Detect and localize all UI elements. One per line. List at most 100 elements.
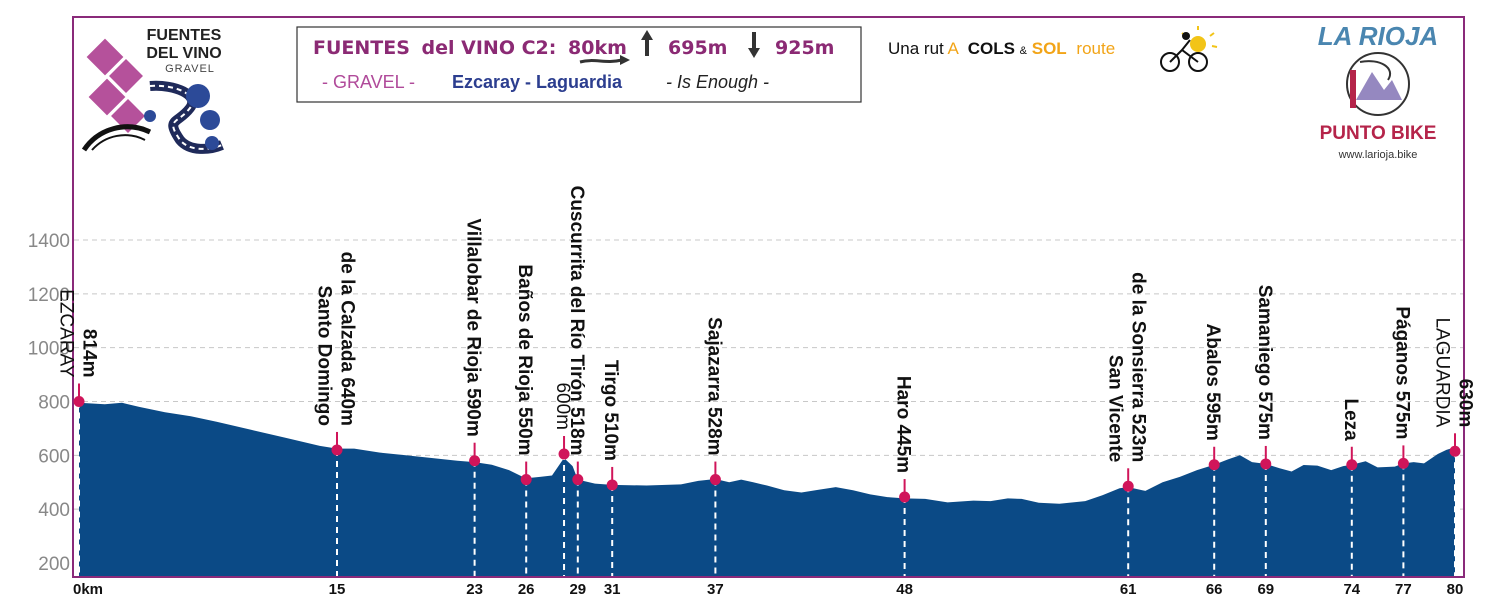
y-tick-1400: 1400 (28, 231, 70, 252)
route-descent: 925m (775, 37, 834, 59)
waypoint-label-line-8-0: Haro 445m (893, 376, 914, 473)
elevation-profile-area (79, 402, 1455, 576)
waypoint-label-line-14-0: LAGUARDIA (1432, 317, 1453, 427)
waypoint-label-line-2-0: Villalobar de Rioja 590m (463, 218, 484, 436)
logo-wheel-arc-inner (91, 134, 146, 151)
cols-sol-amp: & (1020, 45, 1028, 57)
waypoint-label-line-10-0: Abalos 595m (1202, 324, 1223, 441)
cols-word: COLS (968, 39, 1015, 58)
fuentes-del-vino-logo: FUENTES DEL VINO GRAVEL (81, 27, 224, 154)
x-tick-31: 31 (604, 581, 621, 598)
y-tick-400: 400 (38, 500, 70, 521)
marker-dot-8 (899, 491, 911, 503)
logo-diamond-2 (109, 59, 143, 93)
waypoint-label-line-14-1: 630m (1455, 379, 1476, 428)
waypoint-label-4: 600m (552, 382, 573, 430)
waypoint-label-1: Santo Domingo de la Calzada 640m (314, 252, 358, 426)
marker-dot-2 (469, 455, 481, 467)
waypoint-label-line-12-0: Leza (1340, 399, 1361, 442)
waypoint-labels: EZCARAY 814m Santo Domingo de la Calzada 64… (56, 186, 1476, 473)
y-tick-labels: 200 400 600 800 1000 1200 1400 (28, 231, 70, 575)
marker-dot-3 (520, 474, 532, 486)
ascent-arrow-icon (641, 30, 653, 56)
marker-dot-6 (606, 479, 618, 491)
waypoint-label-13: Páganos 575m (1391, 306, 1412, 439)
logo-line-1: FUENTES (147, 27, 222, 44)
route-ascent: 695m (668, 37, 727, 59)
marker-dot-0 (73, 396, 85, 407)
waypoint-label-line-9-0: San Vicente (1105, 355, 1126, 462)
waypoint-label-text-8: Haro 445m (893, 376, 914, 473)
marker-dot-1 (331, 444, 343, 456)
waypoint-label-text-7: Sajazarra 528m (703, 317, 724, 455)
logo-blob-3 (205, 136, 219, 150)
route-title-box: FUENTES del VINO C2: 80km 695m 925m - GR… (296, 26, 862, 103)
waypoint-label-text-13: Páganos 575m (1391, 306, 1412, 439)
waypoint-label-text-11: Samaniego 575m (1254, 285, 1275, 440)
waypoint-label-line-0-0: EZCARAY (56, 289, 77, 378)
x-tick-80: 80 (1447, 581, 1464, 598)
y-tick-1200: 1200 (28, 285, 70, 306)
descent-arrow-icon (748, 32, 760, 58)
sol-word: SOL (1032, 39, 1067, 58)
waypoint-label-line-3-0: Baños de Rioja 550m (514, 264, 535, 455)
waypoint-label-line-1-1: de la Calzada 640m (337, 252, 358, 426)
title-box-border (296, 26, 862, 103)
la-rioja-punto-bike-brand: LA RIOJA PUNTO BIKE www.larioja.bike (1318, 21, 1438, 161)
waypoint-label-3: Baños de Rioja 550m (514, 264, 535, 455)
marker-dot-10 (1208, 459, 1220, 471)
waypoint-label-7: Sajazarra 528m (703, 317, 724, 455)
logo-blob-2 (200, 110, 220, 130)
logo-line-3: GRAVEL (165, 63, 215, 75)
waypoint-label-9: San Vicente de la Sonsierra 523m (1105, 272, 1149, 462)
route-distance: 80km (568, 37, 627, 59)
marker-dot-12 (1346, 459, 1358, 471)
waypoint-label-14: LAGUARDIA 630m (1432, 317, 1476, 427)
brand-region: LA RIOJA (1318, 21, 1438, 51)
logo-blob-1 (186, 84, 210, 108)
waypoint-label-text-1: Santo Domingo de la Calzada 640m (314, 252, 358, 426)
waypoint-label-11: Samaniego 575m (1254, 285, 1275, 440)
y-tick-200: 200 (38, 554, 70, 575)
brand-emblem-bar (1350, 70, 1356, 108)
cols-sol-prefix: Una rut (888, 39, 944, 58)
waypoint-label-text-10: Abalos 595m (1202, 324, 1223, 441)
logo-blob-4 (144, 110, 156, 122)
x-tick-74: 74 (1343, 581, 1360, 598)
marker-dot-5 (572, 474, 584, 486)
waypoint-label-2: Villalobar de Rioja 590m (463, 218, 484, 436)
x-tick-61: 61 (1120, 581, 1137, 598)
waypoint-label-text-5: Cuscurrita del Río Tirón 518m (566, 186, 587, 456)
route-title-line: FUENTES del VINO C2: 80km (313, 37, 627, 59)
waypoint-label-text-6: Tirgo 510m (600, 360, 621, 461)
route-ends: Ezcaray - Laguardia (452, 72, 623, 92)
route-tagline: - Is Enough - (666, 72, 769, 92)
y-tick-1000: 1000 (28, 339, 70, 360)
marker-dot-4 (558, 448, 570, 460)
x-tick-23: 23 (466, 581, 483, 598)
x-tick-66: 66 (1206, 581, 1223, 598)
marker-dot-13 (1397, 457, 1409, 469)
route-name: FUENTES (313, 37, 410, 59)
brand-emblem-curve (1359, 60, 1391, 81)
marker-dot-9 (1122, 480, 1134, 492)
waypoint-label-line-4-0: 600m (552, 382, 573, 430)
x-tick-26: 26 (518, 581, 535, 598)
route-name-rest: del VINO C2: (422, 37, 557, 59)
waypoint-label-text-9: San Vicente de la Sonsierra 523m (1105, 272, 1149, 462)
logo-road-line (149, 84, 223, 150)
gravel-label: - GRAVEL - (322, 72, 415, 92)
waypoint-label-0: EZCARAY 814m (56, 289, 100, 378)
x-tick-69: 69 (1257, 581, 1274, 598)
x-tick-48: 48 (896, 581, 913, 598)
cyclist-sun-icon (1160, 26, 1218, 72)
y-tick-600: 600 (38, 446, 70, 467)
poster-frame (72, 16, 1465, 578)
brand-shop: PUNTO BIKE (1320, 123, 1437, 144)
waypoint-label-line-9-1: de la Sonsierra 523m (1128, 272, 1149, 462)
waypoint-label-line-7-0: Sajazarra 528m (703, 317, 724, 455)
logo-diamond-1 (86, 38, 124, 76)
x-tick-15: 15 (329, 581, 346, 598)
waypoint-label-line-0-1: 814m (79, 329, 100, 378)
